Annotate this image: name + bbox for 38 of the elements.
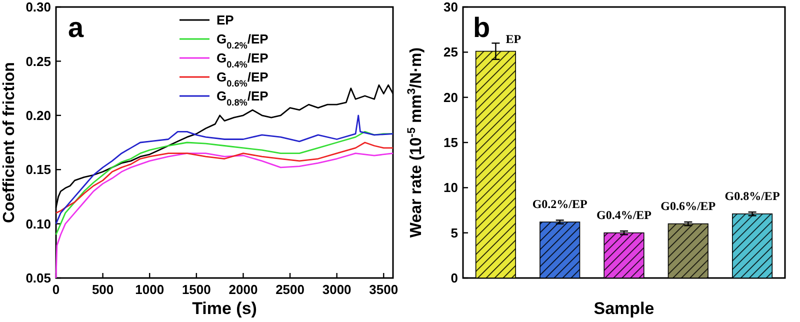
x-axis-title: Time (s) xyxy=(192,299,257,318)
y-tick-label: 0.05 xyxy=(26,270,51,286)
y-tick-label: 15 xyxy=(444,135,458,150)
line-series xyxy=(55,152,394,279)
y-tick-label: 10 xyxy=(444,180,458,196)
y-tick-label: 0.15 xyxy=(26,162,51,178)
x-tick-label: 3500 xyxy=(369,282,398,297)
x-tick-label: G0.4%/EP xyxy=(596,208,652,222)
x-tick-label: 1500 xyxy=(182,282,211,297)
x-tick-label: 500 xyxy=(92,282,114,297)
y-tick-label: 0.20 xyxy=(26,108,51,123)
legend-label: G$_{0.6%}$/EP xyxy=(216,70,269,89)
legend-label: EP xyxy=(216,12,234,28)
line-series xyxy=(55,114,394,224)
legend-label: G$_{0.2%}$/EP xyxy=(216,32,269,51)
line-series xyxy=(55,130,394,236)
y-tick-label: 0 xyxy=(450,270,458,286)
x-tick-label: 1000 xyxy=(135,282,164,297)
legend-label: G$_{0.8%}$/EP xyxy=(216,88,269,108)
y-tick-label: 0.30 xyxy=(26,0,51,15)
x-tick-label: G0.8%/EP xyxy=(724,189,780,204)
y-tick-label: 25 xyxy=(444,44,458,60)
y-axis-title: Coefficient of friction xyxy=(1,62,18,223)
annotation: b xyxy=(473,12,490,43)
x-tick-label: G0.2%/EP xyxy=(532,197,588,212)
x-tick-label: 2000 xyxy=(228,282,258,297)
annotation: a xyxy=(68,12,84,43)
y-tick-label: 20 xyxy=(444,90,458,105)
x-tick-label: G0.6%/EP xyxy=(660,198,716,213)
y-tick-label: 5 xyxy=(450,225,458,240)
line-series xyxy=(55,142,394,214)
y-tick-label: 0.25 xyxy=(26,54,51,69)
x-tick-label: 2500 xyxy=(276,282,304,297)
legend-label: G$_{0.4%}$/EP xyxy=(216,50,269,70)
x-axis-title: Sample xyxy=(594,299,654,318)
y-tick-label: 30 xyxy=(444,0,458,15)
x-tick-label: 3000 xyxy=(322,282,352,297)
y-tick-label: 0.10 xyxy=(26,216,51,232)
